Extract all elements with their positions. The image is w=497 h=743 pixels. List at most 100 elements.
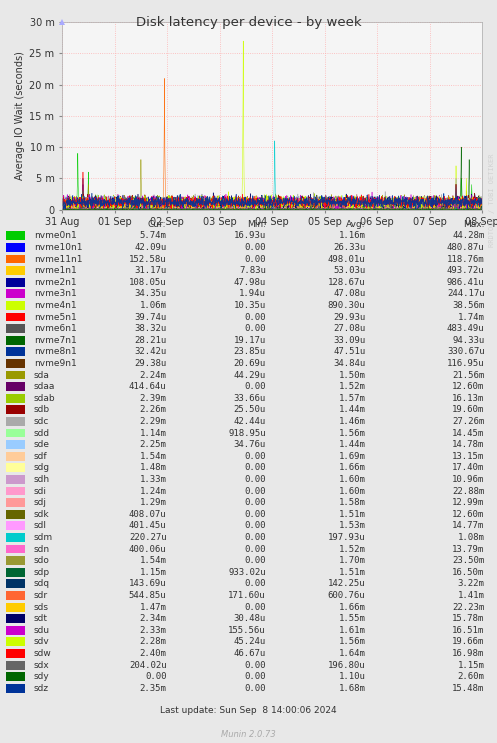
Text: 14.78m: 14.78m [452,440,485,450]
Text: 1.54m: 1.54m [140,557,166,565]
Text: 1.44m: 1.44m [338,406,365,415]
Text: 0.00: 0.00 [245,498,266,507]
Text: 17.40m: 17.40m [452,464,485,473]
Text: 33.09u: 33.09u [333,336,365,345]
Text: 25.50u: 25.50u [234,406,266,415]
Text: nvme8n1: nvme8n1 [34,348,77,357]
Bar [6,580,25,588]
Bar [6,533,25,542]
Text: 1.51m: 1.51m [338,510,365,519]
Bar [6,371,25,380]
Bar [6,545,25,554]
Y-axis label: Average IO Wait (seconds): Average IO Wait (seconds) [15,51,25,181]
Bar [6,464,25,473]
Text: 3.22m: 3.22m [458,580,485,588]
Text: sdq: sdq [34,580,50,588]
Bar [6,452,25,461]
Text: 16.98m: 16.98m [452,649,485,658]
Text: 10.35u: 10.35u [234,301,266,310]
Text: 1.51m: 1.51m [338,568,365,577]
Text: 44.28m: 44.28m [452,231,485,240]
Text: 2.40m: 2.40m [140,649,166,658]
Bar [6,637,25,646]
Text: 13.15m: 13.15m [452,452,485,461]
Text: sdf: sdf [34,452,47,461]
Bar [6,672,25,681]
Text: 15.48m: 15.48m [452,684,485,692]
Text: sdk: sdk [34,510,49,519]
Text: nvme6n1: nvme6n1 [34,324,77,333]
Text: 408.07u: 408.07u [129,510,166,519]
Text: 1.14m: 1.14m [140,429,166,438]
Text: 1.46m: 1.46m [338,417,365,426]
Text: sdv: sdv [34,637,50,646]
Text: 483.49u: 483.49u [447,324,485,333]
Text: 1.44m: 1.44m [338,440,365,450]
Text: 128.67u: 128.67u [328,278,365,287]
Text: 1.52m: 1.52m [338,545,365,554]
Text: 1.16m: 1.16m [338,231,365,240]
Text: sdr: sdr [34,591,48,600]
Text: 1.48m: 1.48m [140,464,166,473]
Bar [6,626,25,635]
Bar [6,614,25,623]
Text: 34.84u: 34.84u [333,359,365,368]
Text: nvme11n1: nvme11n1 [34,255,83,264]
Text: 1.33m: 1.33m [140,475,166,484]
Text: 1.68m: 1.68m [338,684,365,692]
Text: sdx: sdx [34,661,50,669]
Bar [6,475,25,484]
Text: sdab: sdab [34,394,56,403]
Text: 7.83u: 7.83u [239,266,266,275]
Text: nvme0n1: nvme0n1 [34,231,77,240]
Bar [6,429,25,438]
Text: sdg: sdg [34,464,50,473]
Text: sdt: sdt [34,614,48,623]
Text: 47.98u: 47.98u [234,278,266,287]
Text: 152.58u: 152.58u [129,255,166,264]
Text: nvme2n1: nvme2n1 [34,278,77,287]
Text: 2.28m: 2.28m [140,637,166,646]
Bar [6,499,25,507]
Text: 1.69m: 1.69m [338,452,365,461]
Text: 38.56m: 38.56m [452,301,485,310]
Text: 45.24u: 45.24u [234,637,266,646]
Text: 16.93u: 16.93u [234,231,266,240]
Text: 1.66m: 1.66m [338,603,365,611]
Text: 94.33u: 94.33u [452,336,485,345]
Text: 1.29m: 1.29m [140,498,166,507]
Text: 0.00: 0.00 [245,684,266,692]
Text: 1.57m: 1.57m [338,394,365,403]
Text: 12.60m: 12.60m [452,510,485,519]
Text: 1.56m: 1.56m [338,429,365,438]
Text: 19.17u: 19.17u [234,336,266,345]
Bar [6,522,25,531]
Text: 1.53m: 1.53m [338,522,365,531]
Text: sdu: sdu [34,626,50,635]
Text: 19.60m: 19.60m [452,406,485,415]
Text: 12.99m: 12.99m [452,498,485,507]
Text: 42.09u: 42.09u [134,243,166,252]
Text: sdaa: sdaa [34,382,55,391]
Text: 600.76u: 600.76u [328,591,365,600]
Text: 42.44u: 42.44u [234,417,266,426]
Text: sdn: sdn [34,545,50,554]
Text: 2.33m: 2.33m [140,626,166,635]
Text: 22.88m: 22.88m [452,487,485,496]
Bar [6,591,25,600]
Text: 26.33u: 26.33u [333,243,365,252]
Text: sdw: sdw [34,649,52,658]
Text: 14.77m: 14.77m [452,522,485,531]
Text: sda: sda [34,371,50,380]
Text: 0.00: 0.00 [245,661,266,669]
Text: 116.95u: 116.95u [447,359,485,368]
Bar [6,382,25,391]
Text: sdp: sdp [34,568,50,577]
Text: 1.15m: 1.15m [458,661,485,669]
Text: Munin 2.0.73: Munin 2.0.73 [221,730,276,739]
Text: 197.93u: 197.93u [328,533,365,542]
Text: 33.66u: 33.66u [234,394,266,403]
Bar [6,417,25,426]
Text: 0.00: 0.00 [245,324,266,333]
Text: 1.10u: 1.10u [338,672,365,681]
